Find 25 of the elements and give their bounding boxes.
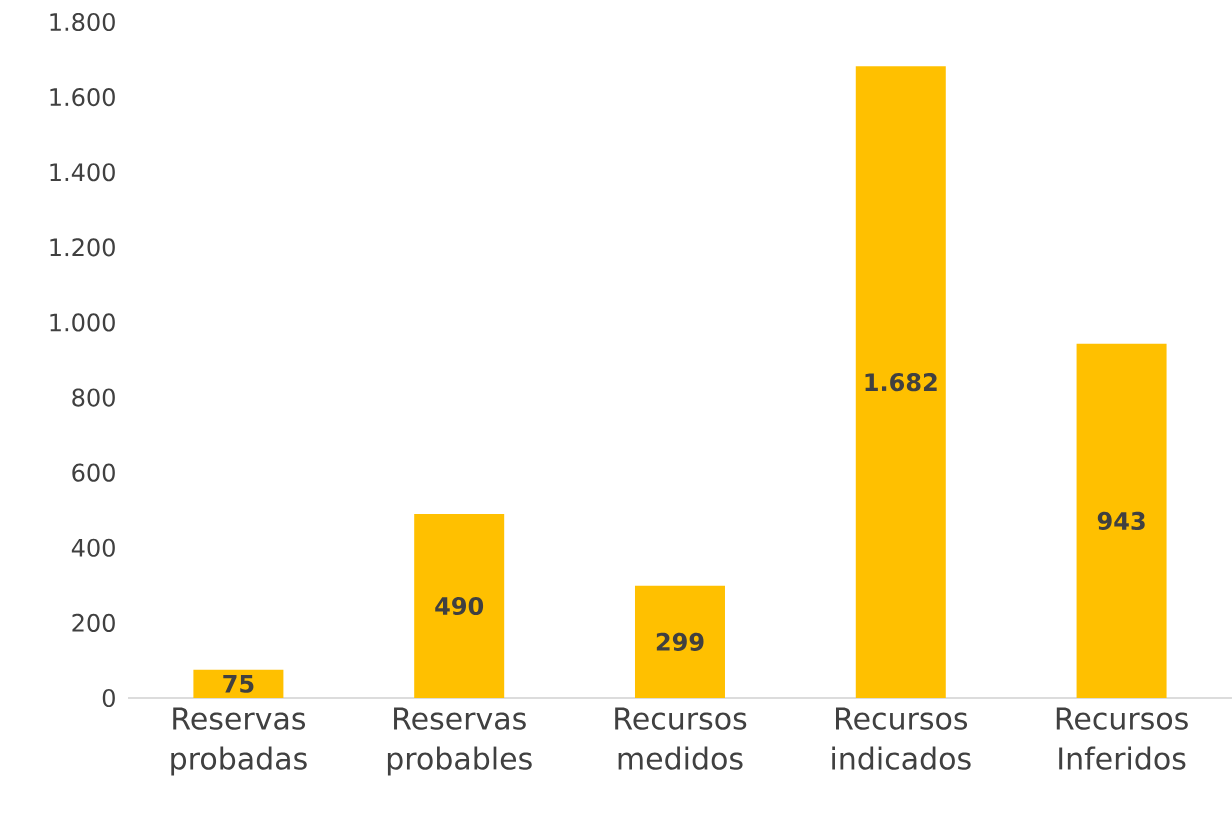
y-tick-label: 600 bbox=[72, 463, 115, 482]
data-label: 75 bbox=[223, 674, 254, 693]
y-tick-label: 400 bbox=[71, 538, 115, 557]
bar bbox=[1076, 343, 1167, 698]
x-tick-label: Recursos indicados bbox=[832, 707, 971, 770]
y-tick-label: 800 bbox=[72, 388, 115, 407]
y-tick-label: 1.800 bbox=[50, 12, 115, 32]
bar bbox=[414, 513, 505, 698]
y-tick-label: 1.400 bbox=[50, 163, 115, 182]
data-label: 299 bbox=[656, 632, 704, 651]
bar bbox=[193, 669, 284, 698]
bar bbox=[855, 66, 946, 698]
y-tick-label: 1.600 bbox=[50, 88, 115, 107]
x-tick-label: Reservas probadas bbox=[171, 707, 307, 776]
data-label: 490 bbox=[435, 596, 484, 616]
data-label: 1.682 bbox=[865, 373, 937, 392]
y-tick-label: 1.000 bbox=[50, 313, 115, 332]
x-tick-label: Recursos medidos bbox=[615, 707, 747, 770]
y-tick-label: 1.200 bbox=[50, 238, 115, 257]
x-tick-label: Reservas probables bbox=[387, 707, 532, 776]
data-label: 943 bbox=[1097, 511, 1145, 530]
y-tick-label: 0 bbox=[102, 688, 115, 708]
x-tick-label: Recursos Inferidos bbox=[1056, 707, 1188, 770]
bar bbox=[634, 585, 725, 698]
y-tick-label: 200 bbox=[72, 613, 115, 632]
